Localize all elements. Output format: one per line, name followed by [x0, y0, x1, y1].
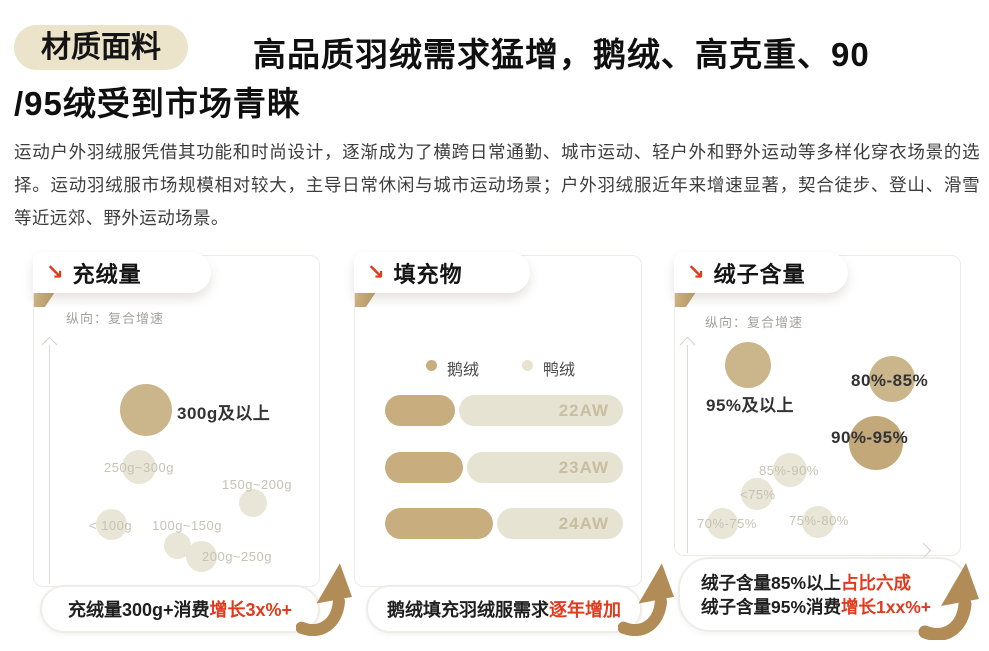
bubble-95-plus — [725, 342, 771, 388]
summary-banner-fill-weight: 充绒量300g+消费 增长3x%+ — [40, 585, 320, 633]
growth-arrow-icon — [918, 563, 979, 640]
summary-banner-down-content: 绒子含量85%以上占比六成 绒子含量95%消费增长1xx%+ — [678, 557, 970, 632]
arrow-down-right-icon: ↘ — [367, 261, 385, 284]
summary-text: 绒子含量95%消费 — [701, 596, 842, 617]
summary-text: 绒子含量85%以上 — [701, 572, 842, 593]
bubble-label: <75% — [740, 487, 776, 502]
bubble-150-200g — [239, 489, 267, 517]
card-filling-header: ↘ 填充物 — [354, 252, 530, 293]
summary-banner-filling: 鹅绒填充羽绒服需求 逐年增加 — [366, 585, 642, 633]
card-title: 绒子含量 — [713, 261, 806, 287]
card-down-content — [674, 255, 961, 556]
bar-duck-24aw: 24AW — [497, 508, 623, 539]
bar-goose-22aw — [385, 395, 455, 426]
bubble-300g-plus — [120, 384, 172, 436]
section-badge: 材质面料 — [14, 25, 188, 70]
y-axis-note: 纵向：复合增速 — [66, 311, 165, 326]
summary-text: 鹅绒填充羽绒服需求 — [387, 600, 549, 620]
bubble-90-95 — [849, 416, 903, 470]
bubble-label: 300g及以上 — [177, 404, 271, 423]
summary-line-1: 绒子含量85%以上占比六成 — [701, 571, 911, 595]
card-fill-weight — [33, 255, 320, 587]
bar-goose-23aw — [385, 452, 463, 483]
summary-highlight: 增长3x%+ — [209, 600, 293, 620]
legend-goose-dot — [426, 360, 437, 371]
bubble-200-250g — [186, 541, 217, 572]
bar-duck-23aw: 23AW — [467, 452, 623, 483]
arrow-down-right-icon: ↘ — [687, 261, 705, 284]
card-fill-weight-header: ↘ 充绒量 — [33, 252, 211, 293]
bubble-lt-100g — [96, 509, 127, 540]
bubble-lt-75 — [741, 478, 773, 510]
summary-highlight: 逐年增加 — [549, 600, 621, 620]
y-axis-line — [49, 345, 50, 584]
page-title-line2: /95绒受到市场青睐 — [14, 85, 301, 122]
y-axis-note: 纵向：复合增速 — [705, 315, 804, 330]
page-title-line1: 高品质羽绒需求猛增，鹅绒、高克重、90 — [253, 36, 870, 73]
intro-paragraph: 运动户外羽绒服凭借其功能和时尚设计，逐渐成为了横跨日常通勤、城市运动、轻户外和野… — [14, 142, 980, 228]
growth-arrow-icon — [296, 563, 352, 636]
bar-duck-22aw: 22AW — [459, 395, 623, 426]
legend-duck-dot — [522, 360, 533, 371]
bubble-label: 90%-95% — [831, 428, 909, 447]
summary-highlight: 占比六成 — [841, 572, 912, 593]
growth-arrow-icon — [618, 563, 674, 636]
legend-goose-label: 鹅绒 — [447, 362, 480, 379]
bubble-label: 85%-90% — [759, 463, 819, 478]
bubble-label: 100g~150g — [152, 518, 222, 533]
summary-line-2: 绒子含量95%消费增长1xx%+ — [701, 595, 931, 619]
bubble-label: 80%-85% — [851, 371, 929, 390]
card-down-content-header: ↘ 绒子含量 — [674, 252, 848, 293]
legend-duck-label: 鸭绒 — [543, 362, 576, 379]
bubble-label: 200g~250g — [202, 549, 272, 564]
bubble-label: 150g~200g — [222, 477, 292, 492]
summary-text: 充绒量300g+消费 — [67, 600, 210, 620]
bubble-70-75 — [707, 508, 738, 539]
y-axis-line — [687, 345, 688, 553]
bubble-85-90 — [773, 453, 807, 487]
bubble-label: 75%-80% — [789, 513, 849, 528]
bubble-label: 250g~300g — [104, 460, 174, 475]
arrow-down-right-icon: ↘ — [46, 261, 64, 284]
card-title: 充绒量 — [72, 261, 142, 287]
bubble-label: 70%-75% — [697, 516, 757, 531]
bubble-label: < 100g — [89, 518, 133, 533]
summary-highlight: 增长1xx%+ — [841, 596, 932, 617]
bubble-80-85 — [869, 356, 915, 402]
bar-goose-24aw — [385, 508, 493, 539]
card-title: 填充物 — [393, 261, 463, 287]
bubble-label: 95%及以上 — [706, 396, 795, 415]
bubble-250-300g — [122, 450, 156, 484]
bubble-75-80 — [802, 506, 834, 538]
